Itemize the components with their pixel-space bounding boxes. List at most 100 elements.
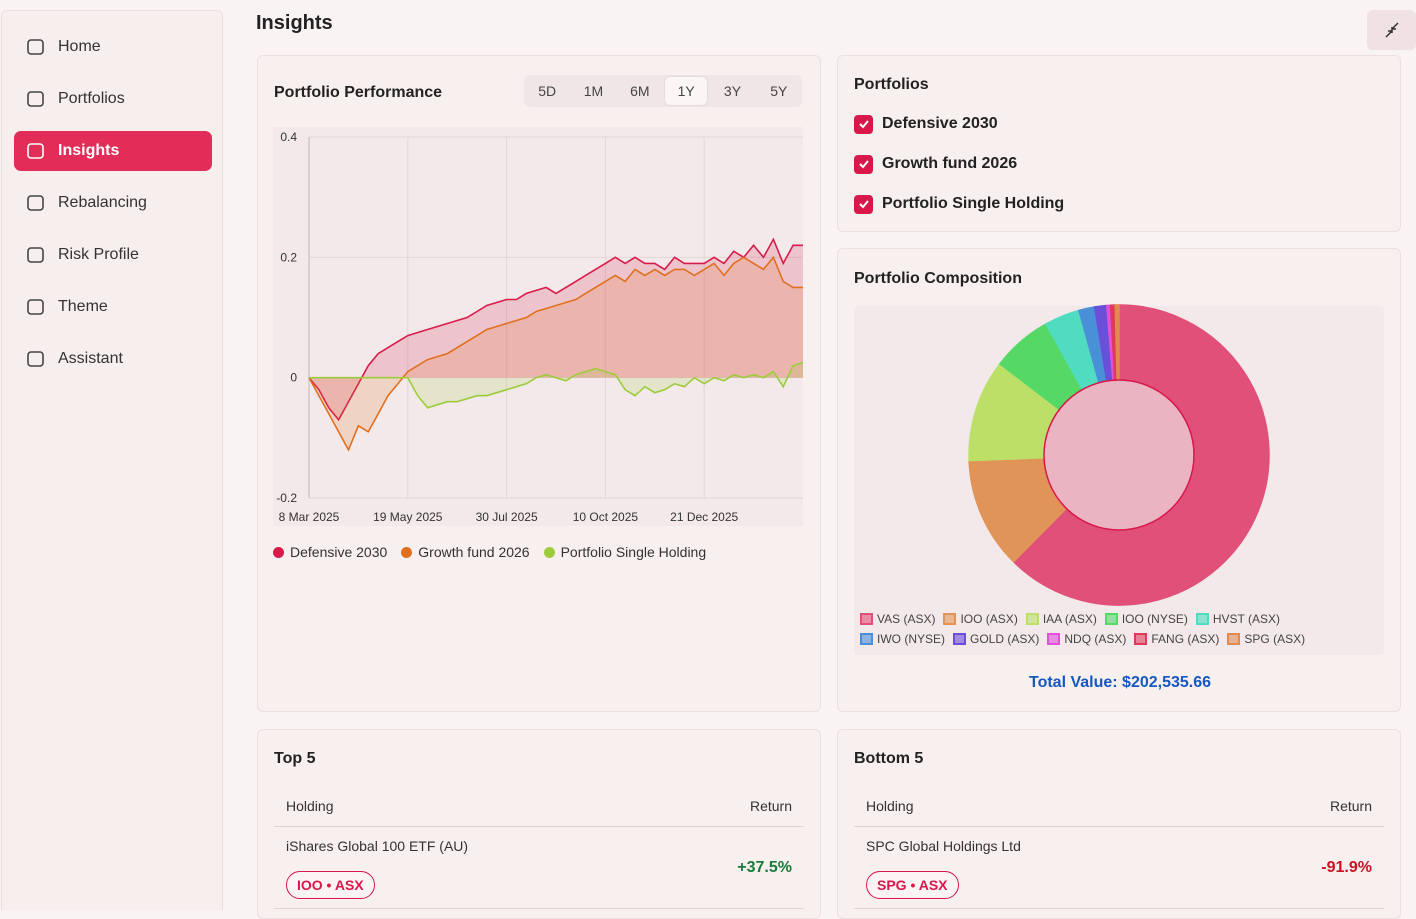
legend-item: IOO (ASX) <box>943 609 1018 629</box>
range-button[interactable]: 1M <box>583 83 604 99</box>
icon-shape <box>27 247 44 263</box>
nav-item[interactable]: Theme <box>14 287 212 327</box>
y-tick-label: 0.2 <box>280 250 297 264</box>
divider <box>854 826 1384 827</box>
range-button[interactable]: 1Y <box>664 77 708 105</box>
legend-label: IAA (ASX) <box>1042 612 1097 626</box>
line <box>308 255 803 452</box>
check-mark <box>858 160 869 169</box>
nav-label: Portfolios <box>58 90 125 107</box>
legend-label: Growth fund 2026 <box>418 544 530 560</box>
x-tick-label: 21 Dec 2025 <box>670 510 738 524</box>
line <box>308 237 803 422</box>
legend-swatch <box>1025 613 1039 625</box>
y-tick-label: 0.4 <box>280 130 297 144</box>
checklist: Defensive 2030 Growth fund 2026 Portfolio … <box>854 112 1064 216</box>
legend-swatch <box>401 546 413 558</box>
divider <box>854 908 1384 909</box>
holding-tag: SPG • ASX <box>866 871 959 899</box>
nav-item[interactable]: Insights <box>14 131 212 171</box>
nav-item[interactable]: Portfolios <box>14 79 212 119</box>
x-tick-label: 8 Mar 2025 <box>279 510 340 524</box>
range-button[interactable]: 5Y <box>770 83 788 99</box>
icon-shape <box>27 143 44 159</box>
holding-name: iShares Global 100 ETF (AU) <box>286 838 469 854</box>
checkbox-item[interactable]: Portfolio Single Holding <box>854 192 1064 216</box>
legend-label: FANG (ASX) <box>1151 632 1220 646</box>
table-header: Return <box>749 798 792 814</box>
top-card: Top 5 Holding Return iShares Global 100 ETF… <box>257 729 821 919</box>
legend-label: GOLD (ASX) <box>970 632 1040 646</box>
nav-item[interactable]: Home <box>14 27 212 67</box>
checkbox-label: Portfolio Single Holding <box>882 195 1065 212</box>
icon-shape <box>27 91 44 107</box>
range-button[interactable]: 6M <box>630 83 650 99</box>
nav-item[interactable]: Risk Profile <box>14 235 212 275</box>
checkbox-item[interactable]: Growth fund 2026 <box>854 152 1064 176</box>
legend-swatch <box>1104 613 1118 625</box>
check-mark <box>858 200 869 209</box>
card-title: Portfolio Composition <box>854 270 1022 287</box>
card-title: Top 5 <box>274 750 316 767</box>
area <box>309 257 803 450</box>
page-title: Insights <box>256 12 333 34</box>
checkbox <box>854 114 873 134</box>
bottom-card: Bottom 5 Holding Return SPC Global Holdings… <box>837 729 1401 919</box>
legend-item: IOO (NYSE) <box>1104 609 1188 629</box>
legend-item: Portfolio Single Holding <box>543 544 707 560</box>
checkbox <box>854 154 873 174</box>
range-button[interactable]: 3Y <box>723 83 742 99</box>
table-header: Holding <box>866 798 914 814</box>
legend-item: IAA (ASX) <box>1025 609 1097 629</box>
y-tick-label: 0 <box>290 371 297 385</box>
table-header: Return <box>1329 798 1372 814</box>
checkbox-label: Defensive 2030 <box>882 115 998 132</box>
nav-item[interactable]: Assistant <box>14 339 212 379</box>
nav-label: Rebalancing <box>58 194 147 211</box>
range-selector: 5D 1M 6M 1Y 3Y 5Y <box>524 75 802 107</box>
card-title: Portfolio Performance <box>274 84 443 101</box>
legend-swatch <box>860 613 873 625</box>
legend-swatch <box>953 633 966 645</box>
legend-label: Portfolio Single Holding <box>560 544 707 560</box>
table-header: Holding <box>286 798 334 814</box>
legend-label: VAS (ASX) <box>877 612 936 626</box>
legend-label: NDQ (ASX) <box>1064 632 1127 646</box>
nav-item[interactable]: Rebalancing <box>14 183 212 223</box>
nav-label: Theme <box>58 298 108 315</box>
sidebar: Home Portfolios Insights Rebalancing Risk Pr… <box>1 10 223 910</box>
legend-item: Growth fund 2026 <box>401 544 530 560</box>
legend: VAS (ASX) IOO (ASX) IAA (ASX) IOO (NYSE) HVS… <box>860 609 1380 649</box>
icon-shape <box>27 299 44 315</box>
check-icon <box>858 200 869 209</box>
holding-return: +37.5% <box>737 859 792 876</box>
nav-icon <box>27 39 44 55</box>
line <box>309 361 804 409</box>
legend-swatch <box>860 633 873 645</box>
nav-icon <box>27 195 44 211</box>
divider <box>274 826 804 827</box>
check-mark <box>858 120 869 129</box>
card-title: Bottom 5 <box>854 750 924 767</box>
check-icon <box>858 160 869 169</box>
legend-label: Defensive 2030 <box>290 544 388 560</box>
legend-item: HVST (ASX) <box>1195 609 1280 629</box>
x-tick-label: 10 Oct 2025 <box>573 510 639 524</box>
checkbox <box>854 194 873 214</box>
legend-swatch <box>273 546 284 558</box>
legend-swatch <box>543 546 555 558</box>
checkbox-item[interactable]: Defensive 2030 <box>854 112 1064 136</box>
range-button[interactable]: 5D <box>538 83 557 99</box>
nav-icon <box>27 247 44 263</box>
nav-label: Assistant <box>58 350 123 367</box>
legend-label: HVST (ASX) <box>1212 612 1280 626</box>
legend-label: SPG (ASX) <box>1244 632 1306 646</box>
legend-item: NDQ (ASX) <box>1047 629 1126 649</box>
area <box>309 239 803 420</box>
portfolios-card: Portfolios Defensive 2030 Growth fund 202… <box>837 55 1401 232</box>
legend-item: FANG (ASX) <box>1134 629 1219 649</box>
nav-icon <box>27 351 44 367</box>
x-tick-label: 19 May 2025 <box>373 510 443 524</box>
collapse-button[interactable] <box>1367 10 1416 50</box>
